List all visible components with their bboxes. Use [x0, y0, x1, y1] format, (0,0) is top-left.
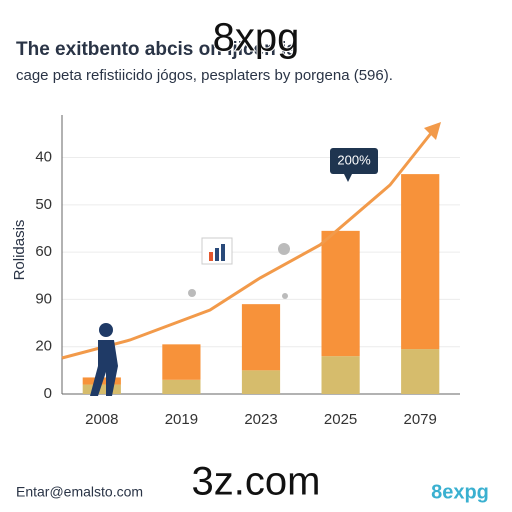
x-tick-label: 2023	[244, 411, 277, 428]
annotation-box	[330, 148, 378, 174]
x-tick-label: 2008	[85, 411, 118, 428]
y-tick-label: 40	[35, 149, 52, 166]
x-tick-label: 2079	[404, 411, 437, 428]
bar-segment	[82, 384, 121, 394]
person-figure	[90, 323, 118, 396]
decor-dot	[278, 243, 290, 255]
annotation-pointer	[344, 174, 352, 182]
logo: 8expg	[431, 481, 489, 503]
y-tick-label: 60	[35, 243, 52, 260]
watermark: 8xpg	[213, 16, 300, 60]
decor-dot	[188, 289, 196, 297]
plot-area: 0 20 90 60 50 40 2008 2019 2023 2025 2079	[35, 115, 460, 428]
y-axis-label: Rolidasis	[11, 220, 28, 281]
chart-subtitle: cage peta refistiicido jógos, pesplaters…	[16, 67, 393, 84]
watermark: 3z.com	[192, 460, 321, 504]
x-tick-label: 2019	[165, 411, 198, 428]
chart-title: The exitbento abcis on ljicen is	[16, 39, 297, 60]
bar-segment	[241, 304, 281, 371]
bar-segment	[321, 230, 360, 357]
bar-segment	[321, 356, 360, 394]
y-tick-label: 50	[35, 196, 52, 213]
bar-segment	[241, 370, 281, 394]
trend-arrow	[61, 131, 434, 360]
bar-segment	[401, 349, 440, 394]
bar-segment	[162, 344, 201, 380]
x-tick-label: 2025	[324, 411, 357, 428]
decor-dot	[282, 293, 288, 299]
annotation: 200%	[337, 152, 371, 167]
y-tick-label: 90	[35, 290, 52, 307]
footer: Entar@emalsto.com	[16, 484, 143, 500]
arrow-head	[424, 122, 441, 140]
y-tick-label: 20	[35, 338, 52, 355]
chart-icon	[201, 237, 233, 265]
bar-segment	[401, 174, 440, 350]
y-tick-label: 0	[44, 385, 52, 402]
bar-segment	[162, 379, 201, 394]
